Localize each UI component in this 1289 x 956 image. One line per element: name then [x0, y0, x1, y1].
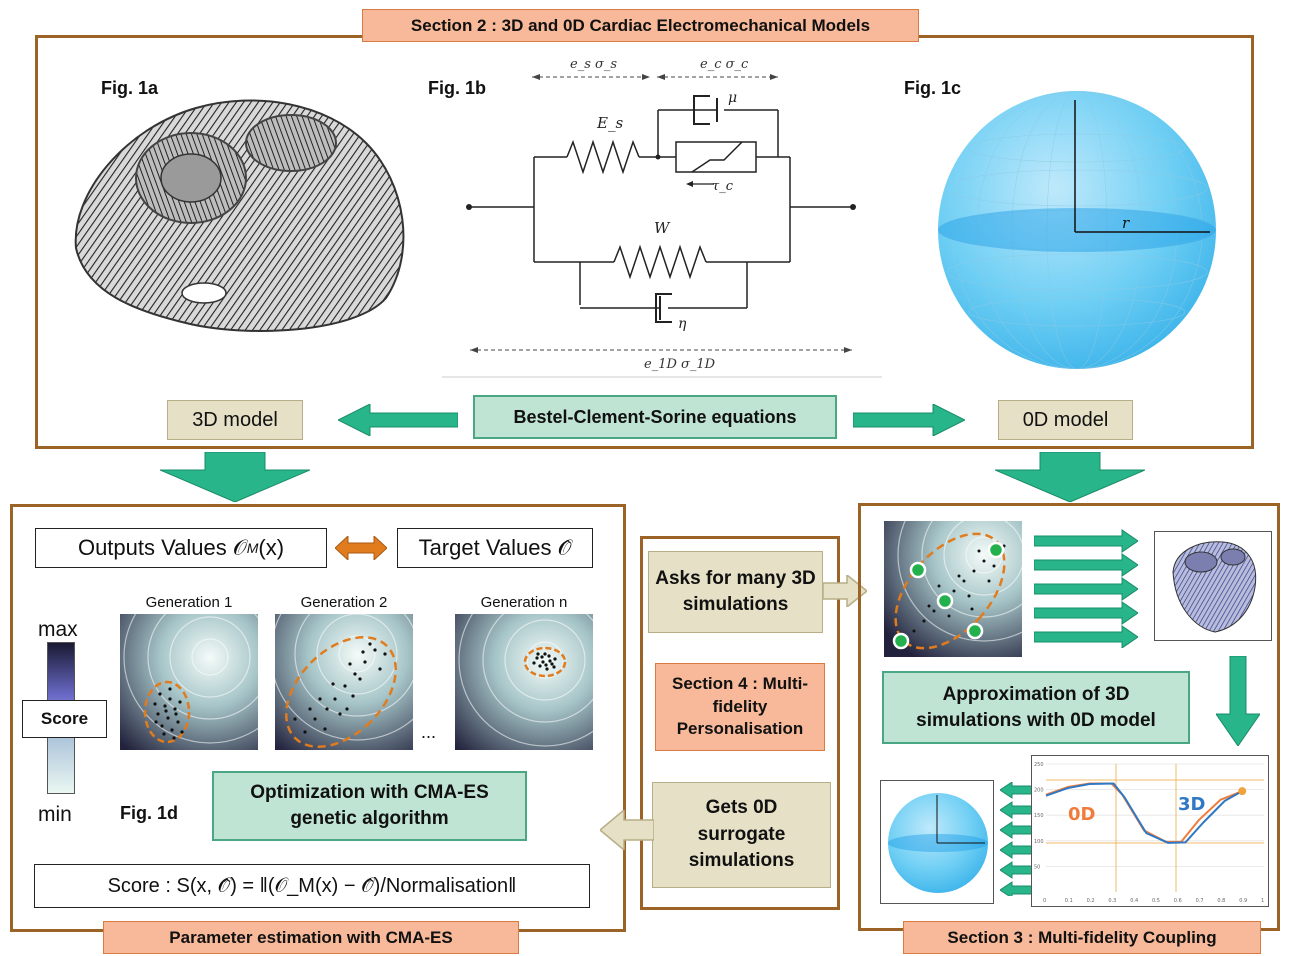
generation-n-plot	[455, 614, 593, 750]
chart-y-tick: 50	[1034, 864, 1040, 870]
fig1d-label: Fig. 1d	[120, 803, 178, 823]
chart-x-tick: 0.7	[1196, 898, 1204, 904]
cma-es-optimization-box: Optimization with CMA-ES genetic algorit…	[212, 771, 527, 841]
arrows-to-3d-simulations	[1034, 529, 1138, 648]
chart-x-tick: 0.2	[1087, 898, 1095, 904]
outputs-values-sub: M	[246, 540, 259, 556]
series-line-3d	[1045, 782, 1243, 844]
chart-x-tick: 0.6	[1174, 898, 1182, 904]
tau-c-label: τ_c	[712, 179, 734, 194]
radius-label: r	[1122, 214, 1130, 232]
heart-3d-simulation-image	[1154, 531, 1272, 641]
fig1c-label: Fig. 1c	[904, 78, 962, 98]
score-min-label: min	[38, 803, 72, 826]
generation-n-label: Generation n	[480, 594, 568, 611]
score-label-box: Score	[22, 700, 107, 738]
arrow-gets-left	[600, 810, 654, 850]
arrow-down-right	[995, 452, 1145, 502]
mu-label: μ	[728, 90, 737, 106]
chart-y-tick: 250	[1034, 762, 1044, 768]
arrow-to-3d-model	[338, 404, 458, 436]
outputs-values-box: Outputs Values 𝒪 M (x)	[35, 528, 327, 568]
arrow-to-0d-model	[853, 404, 965, 436]
es-sigma-label: e_s σ_s	[570, 57, 617, 72]
series-end-marker	[1238, 787, 1247, 796]
sampling-plot	[884, 521, 1022, 657]
chart-x-tick: 1	[1261, 898, 1264, 904]
section2-label: Section 2 : 3D and 0D Cardiac Electromec…	[362, 9, 919, 42]
series-0d-label: 0D	[1068, 804, 1095, 825]
chart-x-tick: 0.5	[1152, 898, 1160, 904]
generation-1-label: Generation 1	[145, 594, 233, 611]
chart-x-tick: 0.1	[1065, 898, 1073, 904]
chart-x-tick: 0.4	[1130, 898, 1138, 904]
model-0d-box: 0D model	[998, 400, 1133, 440]
gets-0d-surrogate-box: Gets 0D surrogate simulations	[652, 782, 831, 888]
chart-y-tick: 200	[1034, 788, 1044, 794]
score-max-label: max	[38, 618, 78, 641]
arrows-to-0d-model	[1000, 782, 1032, 896]
series-3d-label: 3D	[1178, 794, 1205, 815]
fig1a-label: Fig. 1a	[101, 78, 159, 98]
ec-sigma-label: e_c σ_c	[700, 57, 749, 72]
es-label: E_s	[596, 114, 623, 132]
chart-x-tick: 0	[1043, 898, 1046, 904]
chart-x-tick: 0.3	[1108, 898, 1116, 904]
chart-x-tick: 0.9	[1239, 898, 1247, 904]
rheological-circuit-diagram: e_s σ_s e_c σ_c E_s μ τ_c	[442, 50, 882, 380]
section3-label: Section 3 : Multi-fidelity Coupling	[903, 921, 1261, 954]
chart-x-tick: 0.8	[1217, 898, 1225, 904]
bestel-clement-sorine-box: Bestel-Clement-Sorine equations	[473, 395, 837, 439]
fig1b-label: Fig. 1b	[428, 78, 486, 98]
section4-label: Section 4 : Multi-fidelity Personalisati…	[655, 663, 825, 751]
arrow-down-left	[160, 452, 310, 502]
sphere-0d-small-image	[880, 780, 994, 904]
model-3d-box: 3D model	[167, 400, 303, 440]
heart-mesh-image	[66, 83, 422, 343]
chart-y-tick: 100	[1034, 839, 1044, 845]
pressure-chart: 250 200 150 100 50 0 0.1 0.2 0.3 0.4 0.5 0.6 0.7 0.8…	[1031, 755, 1269, 907]
generation-2-label: Generation 2	[300, 594, 388, 611]
e1d-label: e_1D σ_1D	[644, 357, 716, 372]
sphere-0d-image: r	[934, 88, 1220, 372]
generation-1-plot	[120, 614, 258, 750]
ellipsis-text: ...	[421, 722, 437, 742]
eta-label: η	[678, 316, 687, 332]
chart-y-tick: 150	[1034, 813, 1044, 819]
section4-frame	[640, 536, 840, 910]
arrow-down-to-chart	[1216, 656, 1260, 746]
approximation-box: Approximation of 3D simulations with 0D …	[882, 671, 1190, 744]
generation-2-plot	[275, 614, 413, 750]
arrow-asks-right	[823, 575, 867, 607]
parameter-estimation-label: Parameter estimation with CMA-ES	[103, 921, 519, 954]
outputs-values-arg: (x)	[258, 535, 285, 560]
asks-3d-simulations-box: Asks for many 3D simulations	[648, 551, 823, 633]
target-values-box: Target Values 𝒪̂	[397, 528, 593, 568]
w-label: W	[654, 219, 671, 237]
outputs-values-text: Outputs Values 𝒪	[77, 535, 247, 560]
score-formula-box: Score : S(x, 𝒪̂) = ‖(𝒪_M(x) − 𝒪̂)/Normal…	[34, 864, 590, 908]
double-arrow-icon	[335, 536, 387, 560]
